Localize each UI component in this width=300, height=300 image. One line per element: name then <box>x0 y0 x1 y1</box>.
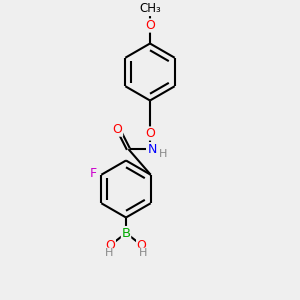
Text: B: B <box>122 226 130 240</box>
Text: H: H <box>159 148 167 159</box>
Text: H: H <box>139 248 148 258</box>
Text: H: H <box>104 248 113 258</box>
Text: O: O <box>145 127 155 140</box>
Text: O: O <box>113 123 122 136</box>
Text: N: N <box>148 142 157 156</box>
Text: F: F <box>89 167 97 180</box>
Text: O: O <box>145 19 155 32</box>
Text: O: O <box>137 239 146 252</box>
Text: O: O <box>106 239 115 252</box>
Text: CH₃: CH₃ <box>139 2 161 16</box>
